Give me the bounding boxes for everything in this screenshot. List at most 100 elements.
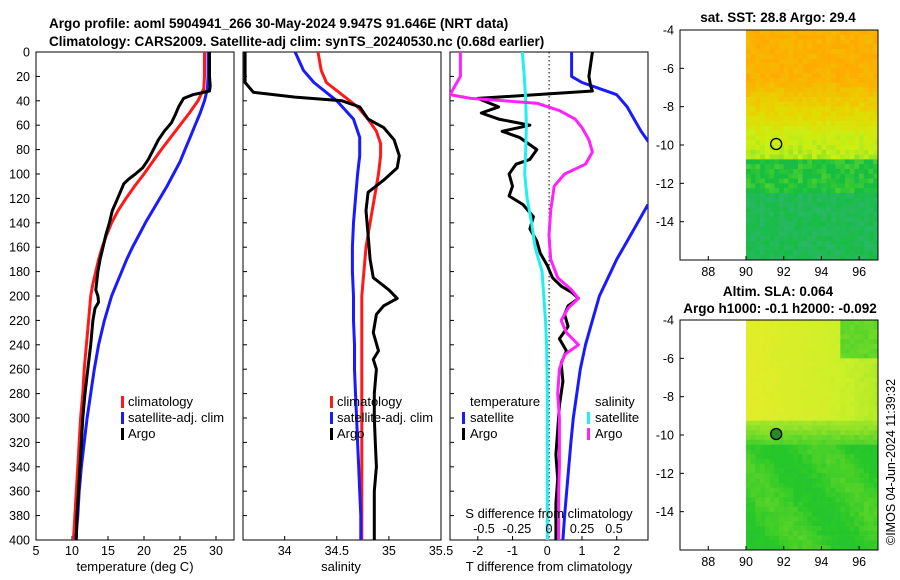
heatmap-cell: [849, 377, 855, 383]
heatmap-cell: [746, 396, 752, 402]
heatmap-cell: [821, 101, 827, 107]
heatmap-cell: [859, 458, 865, 465]
heatmap-cell: [863, 101, 869, 107]
heatmap-cell: [779, 188, 785, 194]
heatmap-cell: [821, 82, 827, 88]
heatmap-cell: [826, 116, 832, 122]
heatmap-cell: [779, 130, 785, 136]
heatmap-cell: [826, 425, 832, 431]
heatmap-cell: [863, 125, 869, 131]
heatmap-cell: [830, 530, 836, 536]
heatmap-cell: [788, 535, 794, 541]
heatmap-cell: [797, 135, 803, 141]
heatmap-cell: [760, 406, 766, 412]
heatmap-cell: [812, 159, 818, 165]
heatmap-cell: [769, 130, 775, 136]
heatmap-cell: [863, 250, 869, 256]
heatmap-cell: [783, 377, 789, 383]
heatmap-cell: [868, 39, 874, 45]
heatmap-cell: [854, 30, 860, 36]
heatmap-cell: [769, 320, 775, 326]
heatmap-cell: [779, 506, 785, 512]
heatmap-cell: [764, 487, 770, 493]
heatmap-cell: [830, 140, 836, 146]
heatmap-cell: [755, 521, 761, 527]
heatmap-cell: [783, 492, 789, 498]
heatmap-cell: [849, 221, 855, 227]
heatmap-cell: [845, 382, 851, 388]
heatmap-cell: [802, 149, 808, 155]
heatmap-cell: [797, 49, 803, 55]
heatmap-cell: [746, 458, 752, 465]
heatmap-cell: [774, 482, 780, 489]
heatmap-cell: [854, 202, 860, 208]
heatmap-cell: [845, 506, 851, 512]
heatmap-cell: [755, 497, 761, 503]
heatmap-cell: [835, 121, 841, 127]
heatmap-cell: [854, 391, 860, 397]
heatmap-cell: [807, 97, 813, 103]
legend-swatch-t-argo: [462, 428, 465, 440]
lon-tick-label: 90: [739, 265, 753, 279]
heatmap-cell: [793, 97, 799, 103]
heatmap-cell: [873, 149, 878, 155]
heatmap-cell: [746, 125, 752, 131]
heatmap-cell: [769, 202, 775, 208]
heatmap-cell: [816, 164, 822, 170]
heatmap-cell: [760, 430, 766, 436]
heatmap-cell: [802, 358, 808, 364]
heatmap-cell: [830, 372, 836, 378]
heatmap-cell: [868, 140, 874, 146]
heatmap-cell: [840, 391, 846, 397]
heatmap-cell: [863, 334, 869, 340]
heatmap-cell: [774, 111, 780, 117]
heatmap-cell: [826, 411, 832, 417]
heatmap-cell: [859, 68, 865, 74]
temperature-series-climatology: [71, 52, 206, 540]
heatmap-cell: [816, 482, 822, 489]
heatmap-cell: [845, 449, 851, 455]
heatmap-cell: [760, 92, 766, 98]
heatmap-cell: [779, 329, 785, 335]
heatmap-cell: [802, 216, 808, 222]
heatmap-cell: [835, 183, 841, 189]
heatmap-cell: [779, 377, 785, 383]
heatmap-cell: [807, 415, 813, 421]
heatmap-cell: [840, 58, 846, 64]
heatmap-cell: [760, 173, 766, 179]
heatmap-cell: [816, 473, 822, 479]
heatmap-cell: [797, 401, 803, 407]
heatmap-cell: [779, 221, 785, 227]
heatmap-cell: [769, 506, 775, 512]
heatmap-cell: [845, 387, 851, 393]
heatmap-cell: [826, 387, 832, 393]
heatmap-cell: [788, 212, 794, 218]
salinity-series-climatology: [316, 52, 383, 540]
heatmap-cell: [797, 343, 803, 350]
heatmap-cell: [750, 358, 756, 364]
heatmap-cell: [774, 353, 780, 359]
heatmap-cell: [783, 149, 789, 155]
heatmap-cell: [774, 415, 780, 421]
heatmap-cell: [779, 164, 785, 170]
heatmap-cell: [812, 415, 818, 421]
heatmap-cell: [845, 68, 851, 74]
heatmap-cell: [774, 492, 780, 498]
heatmap-cell: [859, 221, 865, 227]
heatmap-cell: [868, 502, 874, 508]
heatmap-cell: [764, 77, 770, 84]
heatmap-cell: [788, 173, 794, 179]
heatmap-cell: [826, 183, 832, 189]
heatmap-cell: [760, 367, 766, 374]
heatmap-cell: [793, 207, 799, 213]
heatmap-cell: [849, 396, 855, 402]
heatmap-cell: [812, 125, 818, 131]
heatmap-cell: [868, 430, 874, 436]
heatmap-cell: [769, 497, 775, 503]
heatmap-cell: [807, 526, 813, 532]
heatmap-cell: [821, 245, 827, 251]
heatmap-cell: [783, 125, 789, 131]
heatmap-cell: [793, 435, 799, 441]
heatmap-cell: [769, 473, 775, 479]
heatmap-cell: [764, 478, 770, 484]
